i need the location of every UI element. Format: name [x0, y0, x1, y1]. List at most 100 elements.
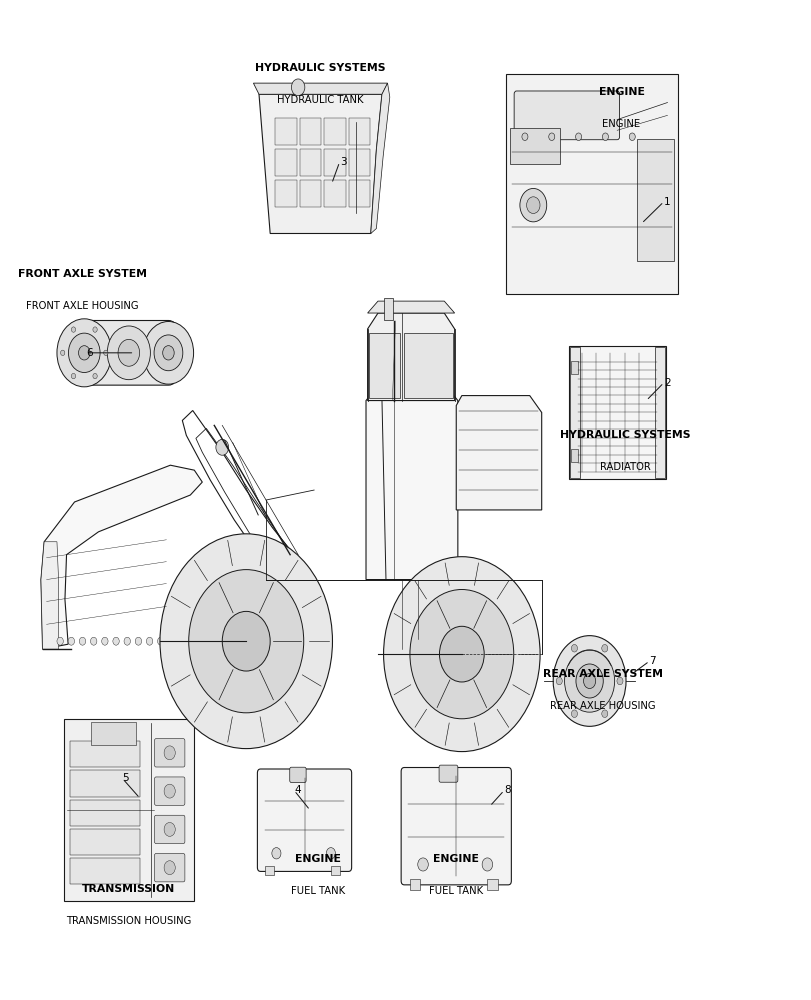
- FancyBboxPatch shape: [290, 767, 306, 783]
- FancyBboxPatch shape: [383, 298, 393, 320]
- FancyBboxPatch shape: [330, 866, 339, 875]
- Text: RADIATOR: RADIATOR: [599, 462, 650, 472]
- Circle shape: [575, 664, 603, 698]
- Circle shape: [526, 197, 539, 214]
- FancyBboxPatch shape: [81, 321, 176, 385]
- Circle shape: [616, 677, 622, 685]
- FancyBboxPatch shape: [154, 739, 185, 767]
- FancyBboxPatch shape: [349, 180, 370, 207]
- FancyBboxPatch shape: [569, 347, 579, 478]
- Text: ENGINE: ENGINE: [294, 854, 341, 864]
- Circle shape: [521, 133, 527, 140]
- Polygon shape: [371, 83, 389, 233]
- Circle shape: [417, 858, 427, 871]
- Text: 4: 4: [294, 785, 300, 795]
- Text: REAR AXLE HOUSING: REAR AXLE HOUSING: [550, 701, 655, 711]
- FancyBboxPatch shape: [571, 449, 577, 462]
- Circle shape: [482, 858, 492, 871]
- Circle shape: [143, 321, 193, 384]
- Circle shape: [601, 644, 607, 652]
- Circle shape: [571, 644, 577, 652]
- FancyBboxPatch shape: [299, 149, 321, 176]
- Circle shape: [101, 637, 108, 645]
- FancyBboxPatch shape: [275, 180, 296, 207]
- Circle shape: [601, 710, 607, 717]
- FancyBboxPatch shape: [509, 128, 560, 164]
- Circle shape: [135, 637, 141, 645]
- Text: ENGINE: ENGINE: [602, 119, 640, 129]
- Circle shape: [57, 319, 111, 387]
- Text: HYDRAULIC TANK: HYDRAULIC TANK: [277, 95, 363, 105]
- Text: HYDRAULIC SYSTEMS: HYDRAULIC SYSTEMS: [255, 63, 385, 73]
- Circle shape: [107, 326, 150, 380]
- Circle shape: [222, 611, 270, 671]
- Polygon shape: [253, 83, 387, 94]
- FancyBboxPatch shape: [637, 139, 673, 261]
- Text: ENGINE: ENGINE: [598, 87, 644, 97]
- Circle shape: [571, 710, 577, 717]
- Circle shape: [162, 346, 174, 360]
- Circle shape: [71, 373, 75, 379]
- FancyBboxPatch shape: [324, 149, 345, 176]
- Circle shape: [583, 673, 595, 689]
- FancyBboxPatch shape: [369, 333, 400, 398]
- Circle shape: [113, 637, 119, 645]
- Polygon shape: [366, 386, 457, 580]
- FancyBboxPatch shape: [64, 719, 194, 901]
- Circle shape: [439, 626, 483, 682]
- FancyBboxPatch shape: [299, 180, 321, 207]
- FancyBboxPatch shape: [70, 858, 139, 884]
- Circle shape: [188, 570, 303, 713]
- Circle shape: [548, 133, 554, 140]
- Text: 1: 1: [663, 197, 670, 207]
- Circle shape: [104, 350, 108, 356]
- Polygon shape: [41, 465, 202, 649]
- Circle shape: [640, 203, 660, 228]
- Circle shape: [146, 637, 152, 645]
- Circle shape: [124, 637, 131, 645]
- Circle shape: [79, 346, 90, 360]
- FancyBboxPatch shape: [70, 800, 139, 826]
- Circle shape: [556, 677, 561, 685]
- Circle shape: [216, 439, 229, 455]
- Circle shape: [71, 327, 75, 332]
- Circle shape: [552, 636, 625, 726]
- Circle shape: [79, 637, 86, 645]
- Text: FUEL TANK: FUEL TANK: [429, 886, 483, 896]
- Text: 8: 8: [504, 785, 510, 795]
- Circle shape: [326, 848, 335, 859]
- Circle shape: [118, 339, 139, 366]
- FancyBboxPatch shape: [439, 765, 457, 782]
- Circle shape: [164, 822, 175, 836]
- FancyBboxPatch shape: [70, 741, 139, 767]
- Circle shape: [68, 333, 100, 373]
- FancyBboxPatch shape: [349, 118, 370, 145]
- Text: 2: 2: [663, 378, 670, 388]
- Circle shape: [57, 637, 63, 645]
- FancyBboxPatch shape: [154, 854, 185, 882]
- Circle shape: [61, 350, 65, 356]
- Text: 7: 7: [649, 656, 655, 666]
- Circle shape: [157, 637, 164, 645]
- Circle shape: [90, 637, 97, 645]
- Polygon shape: [41, 542, 58, 649]
- Circle shape: [164, 861, 175, 875]
- FancyBboxPatch shape: [349, 149, 370, 176]
- Circle shape: [602, 133, 607, 140]
- Circle shape: [68, 637, 75, 645]
- FancyBboxPatch shape: [275, 149, 296, 176]
- FancyBboxPatch shape: [324, 118, 345, 145]
- Circle shape: [160, 534, 332, 749]
- Circle shape: [383, 557, 539, 752]
- FancyBboxPatch shape: [403, 333, 453, 398]
- Circle shape: [629, 133, 634, 140]
- FancyBboxPatch shape: [569, 346, 666, 479]
- FancyBboxPatch shape: [324, 180, 345, 207]
- Polygon shape: [259, 94, 381, 233]
- Polygon shape: [367, 313, 454, 401]
- Text: HYDRAULIC SYSTEMS: HYDRAULIC SYSTEMS: [560, 430, 690, 440]
- FancyBboxPatch shape: [70, 829, 139, 855]
- FancyBboxPatch shape: [154, 815, 185, 844]
- FancyBboxPatch shape: [299, 118, 321, 145]
- FancyBboxPatch shape: [91, 722, 135, 745]
